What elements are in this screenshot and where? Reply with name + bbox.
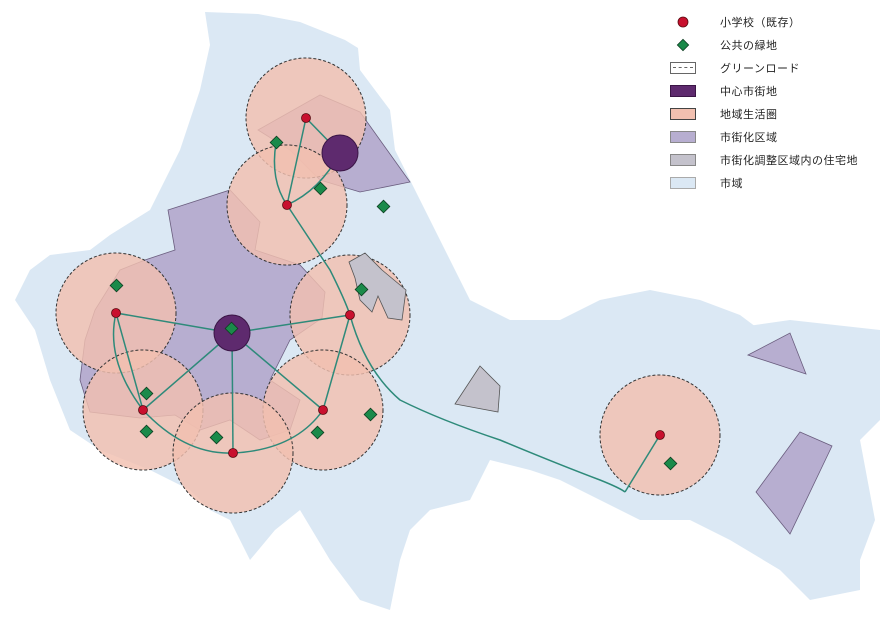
legend-item-green-road: グリーンロード [668, 56, 878, 79]
green-road [231, 314, 351, 334]
school-marker [655, 430, 665, 440]
green-diamond-icon [668, 38, 698, 52]
legend-item-school: 小学校（既存） [668, 10, 878, 33]
city-area-swatch-icon [668, 176, 698, 190]
green-space-marker [354, 282, 369, 297]
green-road [115, 312, 144, 411]
school-marker [111, 308, 121, 318]
urbanization-area-east-2 [755, 431, 833, 535]
urbanization-area-east-1 [746, 332, 807, 375]
legend-label: 市街化区域 [720, 130, 778, 144]
legend-label: 市街化調整区域内の住宅地 [720, 153, 858, 167]
green-road-layer [112, 117, 661, 493]
school-marker [318, 405, 328, 415]
legend-label: グリーンロード [720, 61, 800, 75]
green-space-marker [139, 386, 154, 401]
green-space-layer [109, 135, 678, 471]
green-space-marker [224, 321, 239, 336]
green-space-marker [663, 456, 678, 471]
green-space-marker [109, 278, 124, 293]
green-road [232, 409, 324, 454]
school-marker [228, 448, 238, 458]
legend-item-residential: 市街化調整区域内の住宅地 [668, 148, 878, 171]
green-road [286, 117, 307, 206]
green-space-marker [313, 181, 328, 196]
green-road [142, 332, 233, 411]
green-road [322, 314, 351, 411]
map-legend: 小学校（既存） 公共の緑地 グリーンロード 中心市街地 地域生活圏 市街化区域 [668, 10, 878, 194]
legend-item-urbanization-area: 市街化区域 [668, 125, 878, 148]
legend-item-green-space: 公共の緑地 [668, 33, 878, 56]
green-road [286, 204, 351, 316]
green-space-marker [363, 407, 378, 422]
legend-item-living-sphere: 地域生活圏 [668, 102, 878, 125]
legend-item-central-district: 中心市街地 [668, 79, 878, 102]
green-space-marker [310, 425, 325, 440]
central-district-swatch-icon [668, 84, 698, 98]
legend-label: 小学校（既存） [720, 15, 801, 29]
school-marker [282, 200, 292, 210]
green-road [115, 312, 233, 334]
green-space-marker [376, 199, 391, 214]
legend-label: 中心市街地 [720, 84, 778, 98]
legend-label: 公共の緑地 [720, 38, 778, 52]
central-district-circle [321, 134, 359, 172]
green-space-marker [209, 430, 224, 445]
city-area-east-lobe [600, 290, 760, 335]
school-marker [138, 405, 148, 415]
green-road [142, 409, 234, 454]
green-space-marker [139, 424, 154, 439]
dashed-box-icon [668, 61, 698, 75]
urbanization-area-swatch-icon [668, 130, 698, 144]
living-sphere-swatch-icon [668, 107, 698, 121]
green-road [231, 332, 234, 454]
legend-label: 地域生活圏 [720, 107, 778, 121]
green-road [624, 434, 661, 493]
green-space-marker [269, 135, 284, 150]
school-marker [345, 310, 355, 320]
school-marker [301, 113, 311, 123]
legend-item-city-area: 市域 [668, 171, 878, 194]
school-dot-icon [668, 15, 698, 29]
green-road [273, 142, 288, 206]
green-road [231, 332, 324, 411]
green-road [112, 312, 144, 411]
residential-swatch-icon [668, 153, 698, 167]
residential-area-2 [454, 365, 501, 413]
residential-area-layer [348, 252, 501, 413]
legend-label: 市域 [720, 176, 743, 190]
school-layer [111, 113, 665, 458]
green-road [349, 314, 626, 493]
